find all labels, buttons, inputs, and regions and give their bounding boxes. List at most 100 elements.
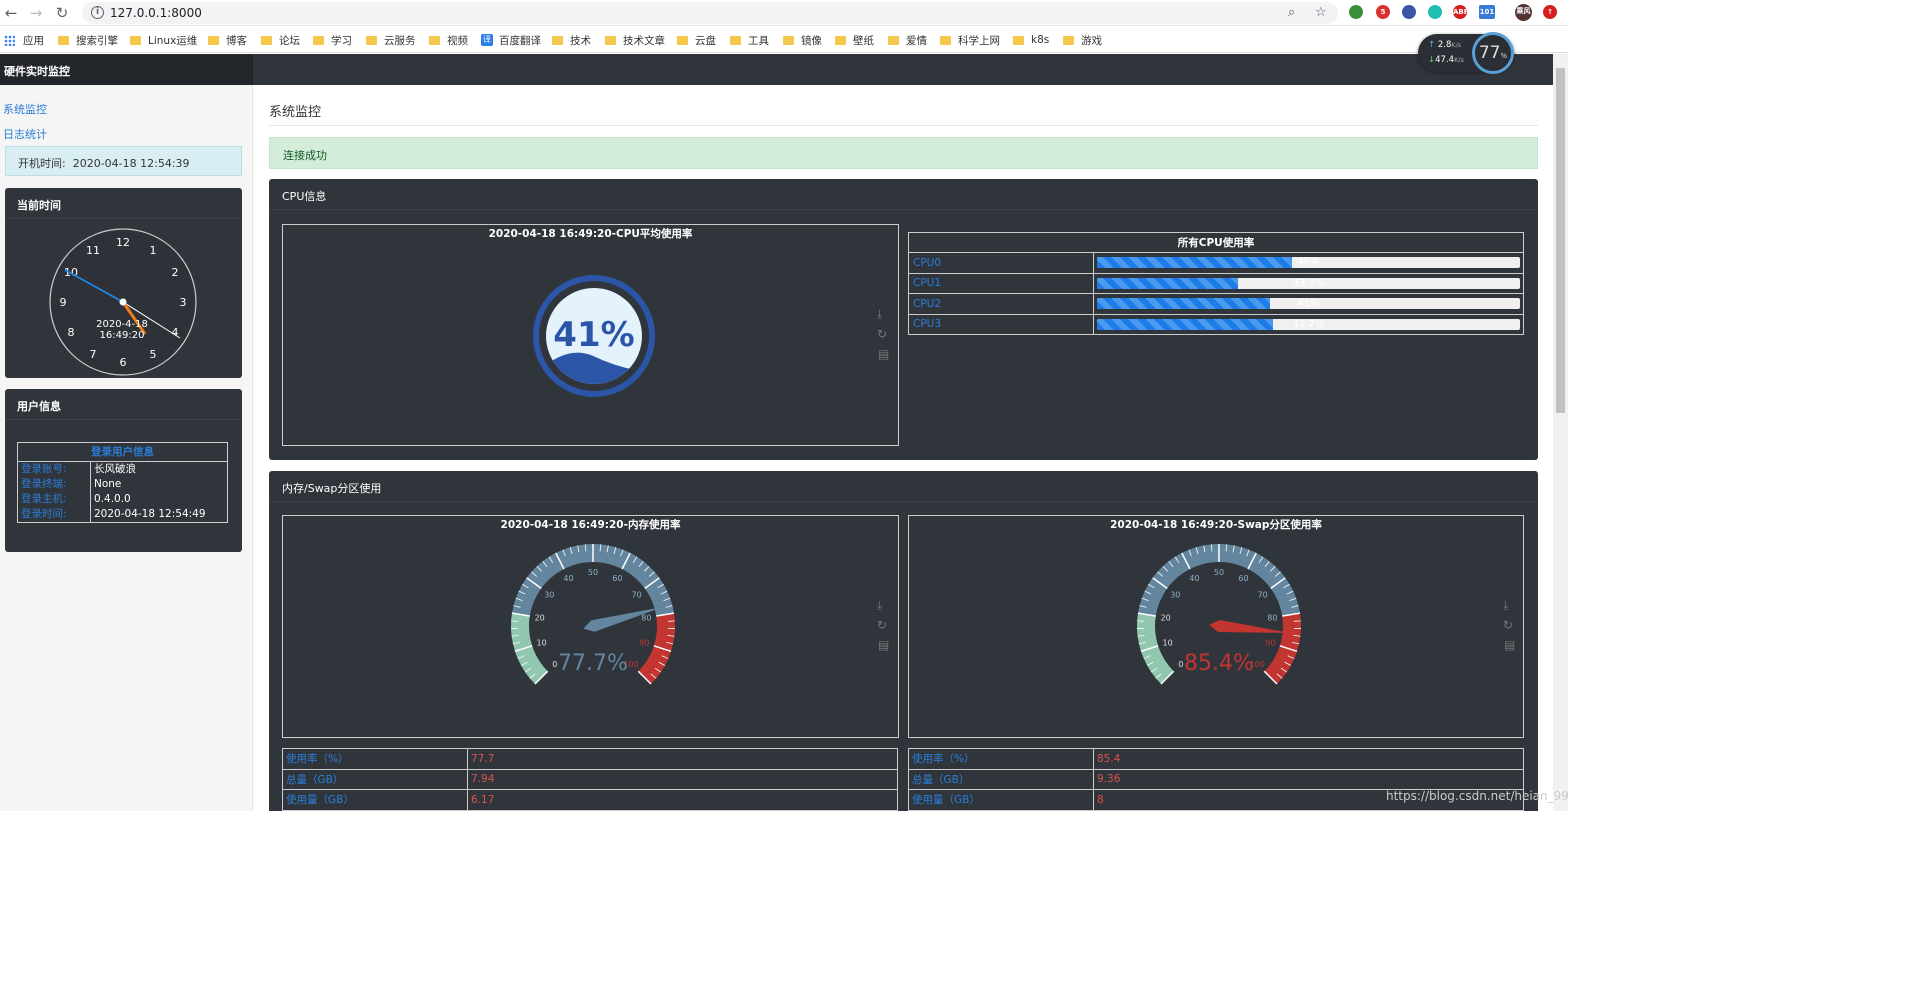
bookmark-apps[interactable]: 应用 [4,33,44,47]
bookmark-item[interactable]: 学习 [313,33,352,47]
folder-icon [835,35,846,45]
clock-number: 12 [116,236,130,249]
document-icon[interactable]: ▤ [1504,638,1516,652]
cpu-avg-label: 41% [553,315,634,355]
update-icon[interactable]: ↑ [1543,5,1557,19]
url-text[interactable]: 127.0.0.1:8000 [110,6,202,20]
table-row: 使用量（GB） 6.17 [282,789,898,811]
mail-extension-icon[interactable]: 5 [1376,5,1390,19]
gauge-value-label: 85.4% [1184,651,1254,676]
bookmark-item[interactable]: 技术 [552,33,591,47]
bookmark-item[interactable]: 科学上网 [940,33,1000,47]
gauge-tick [656,612,675,617]
download-icon[interactable]: ⤓ [877,598,883,612]
user-table-title: 登录用户信息 [17,442,228,462]
clock-number: 2 [171,266,178,279]
table-row: 登录主机: 0.4.0.0 [17,492,228,507]
extension-s-icon[interactable] [1402,5,1416,19]
bookmark-item[interactable]: Linux运维 [130,33,197,47]
gauge-tick [653,645,672,653]
scroll-thumb[interactable] [1556,68,1565,413]
clock-time: 16:49:20 [100,330,145,341]
gauge-tick [1274,571,1281,577]
gauge-tick-label: 40 [1189,574,1199,583]
bookmark-item[interactable]: 论坛 [261,33,300,47]
bookmark-item[interactable]: 壁纸 [835,33,874,47]
bookmark-item[interactable]: 爱情 [888,33,927,47]
bookmark-item[interactable]: 技术文章 [605,33,665,47]
gauge-tick [1148,583,1155,589]
refresh-icon[interactable]: ↻ [1503,618,1514,632]
cpu-chart-title: 2020-04-18 16:49:20-CPU平均使用率 [488,228,693,240]
bookmark-item[interactable]: 游戏 [1063,33,1102,47]
cpu-table: 所有CPU使用率 CPU0 46% CPU1 33.3% CPU2 41% CPU3 4… [908,232,1524,335]
gauge-tick [1276,673,1283,679]
folder-icon [261,35,272,45]
bookmark-item[interactable]: 视频 [429,33,468,47]
browser-toolbar: ← → ↻ i 127.0.0.1:8000 ⌕ ☆ 5 ABP 101 乘风 … [0,0,1568,26]
nav-log-stats[interactable]: 日志统计 [3,128,47,141]
nav-system-monitor[interactable]: 系统监控 [3,103,47,116]
cpu-name[interactable]: CPU3 [908,313,1094,335]
gauge-tick [621,552,631,570]
back-icon[interactable]: ← [4,4,18,22]
gauge-tick [1203,545,1206,553]
network-speed-widget[interactable]: ↑ 2.8K/s ↓47.4K/s 77% [1418,32,1514,74]
gauge-tick [1144,590,1152,595]
refresh-icon[interactable]: ↻ [877,327,888,341]
bookmark-item[interactable]: 译百度翻译 [481,34,541,47]
gauge-tick [613,547,617,555]
bookmarks-bar: 应用 搜索引擎 Linux运维 博客 论坛 学习 云服务 视频 译百度翻译 技术… [0,27,1568,53]
memory-chart-title: 2020-04-18 16:49:20-内存使用率 [500,519,681,531]
reload-icon[interactable]: ↻ [55,4,69,22]
apps-grid-icon [4,34,15,46]
clock-panel: 当前时间 121234567891011 2020-4-18 16:49:20 [5,188,242,378]
download-icon[interactable]: ⤓ [1503,598,1509,612]
bookmark-item[interactable]: 云盘 [677,33,716,47]
cpu-name[interactable]: CPU0 [908,252,1094,274]
gauge-tick [657,583,664,589]
adblock-icon[interactable]: ABP [1453,5,1469,19]
calendar-extension-icon[interactable]: 101 [1479,5,1495,19]
gauge-tick [1286,590,1294,595]
document-icon[interactable]: ▤ [878,638,890,652]
folder-icon [313,35,324,45]
bookmark-item[interactable]: 镜像 [783,33,822,47]
avatar[interactable]: 乘风 [1515,4,1532,21]
refresh-icon[interactable]: ↻ [877,618,888,632]
swap-gauge-chart: 2020-04-18 16:49:20-Swap分区使用率 0 10 20 30 40 5… [908,515,1524,738]
gauge-tick [520,661,528,666]
star-icon[interactable]: ☆ [1315,5,1327,20]
document-icon[interactable]: ▤ [878,347,890,361]
gauge-tick [1282,612,1301,617]
gauge-tick [1140,645,1159,653]
bookmark-item[interactable]: 工具 [730,33,769,47]
gauge-tick [512,641,520,645]
gauge-tick [637,670,652,685]
address-bar[interactable]: i 127.0.0.1:8000 ⌕ ☆ [82,2,1338,24]
gauge-tick [1181,552,1191,570]
gauge-tick [644,577,660,589]
gauge-tick [529,673,536,679]
bookmark-item[interactable]: 云服务 [366,33,416,47]
bookmark-item[interactable]: 搜索引擎 [58,33,118,47]
bookmark-item[interactable]: k8s [1013,33,1049,47]
info-icon[interactable]: i [91,6,104,19]
bookmark-item[interactable]: 博客 [208,33,247,47]
download-icon[interactable]: ⤓ [877,307,883,321]
gauge-tick [518,590,526,595]
gauge-tick [1246,549,1250,557]
clock-hour-hand [64,269,124,303]
zoom-icon[interactable]: ⌕ [1288,5,1296,20]
gauge-tick [638,560,644,567]
cpu-name[interactable]: CPU2 [908,293,1094,315]
extension-globe-icon[interactable] [1349,5,1363,19]
forward-icon[interactable]: → [29,4,43,22]
cpu-name[interactable]: CPU1 [908,272,1094,294]
gauge-tick [513,605,521,608]
cpu-section: CPU信息 2020-04-18 16:49:20-CPU平均使用率 41% ⤓… [269,179,1538,460]
extension-t-icon[interactable] [1428,5,1442,19]
gauge-tick [1280,667,1288,673]
scrollbar[interactable] [1553,54,1568,811]
gauge-tick-label: 60 [1238,574,1248,583]
